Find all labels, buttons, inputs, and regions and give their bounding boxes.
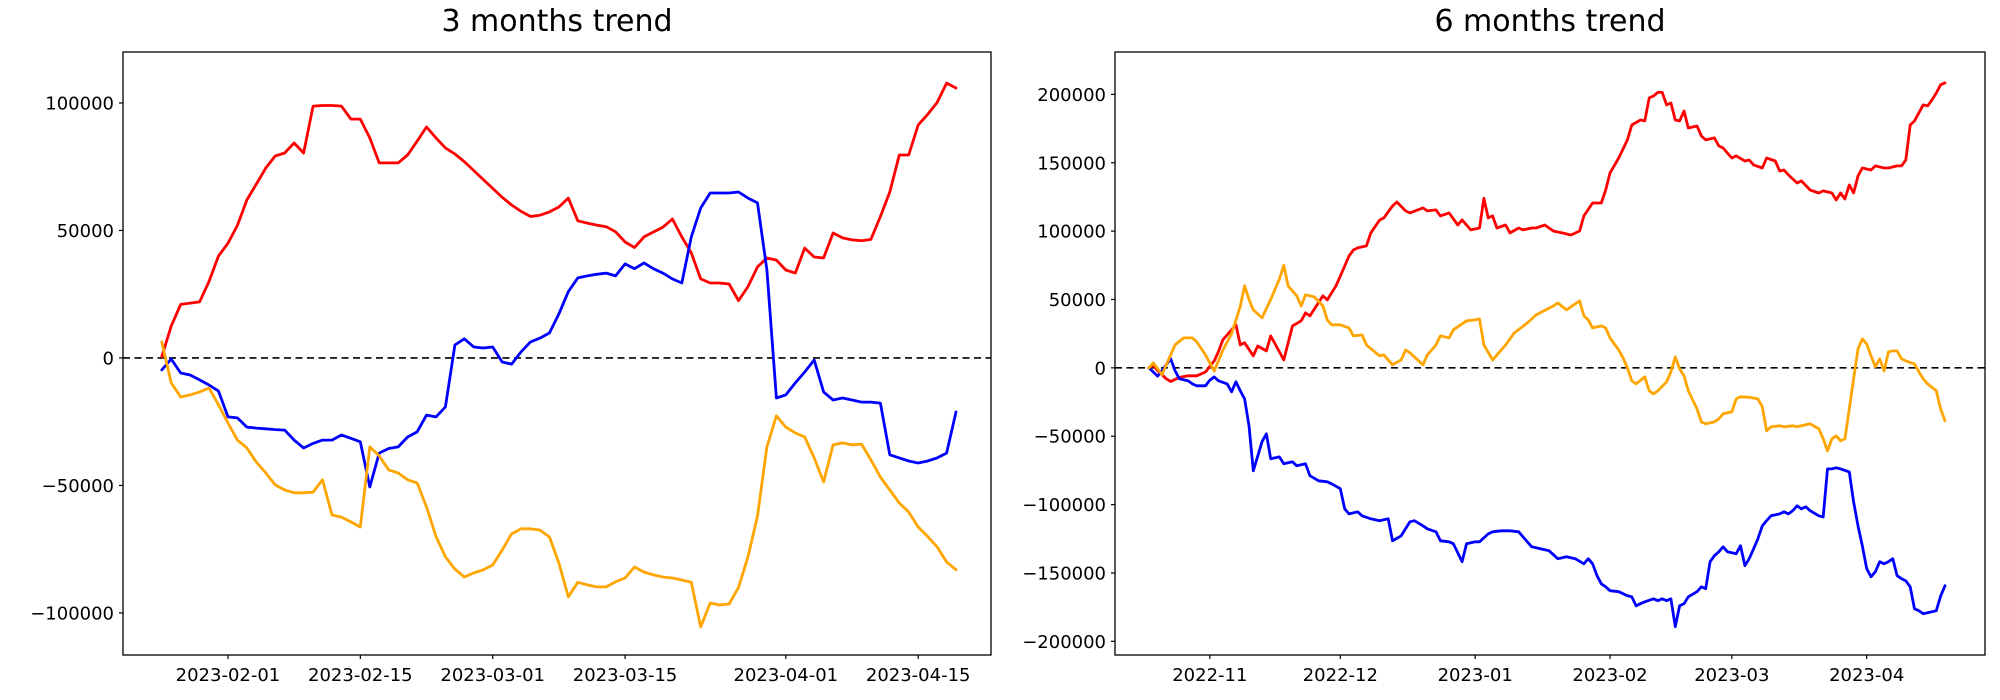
y-tick-label: −100000 [1022,495,1106,516]
x-tick-label: 2023-04-01 [734,665,839,686]
x-tick-label: 2023-01 [1438,665,1513,686]
y-tick-label: 100000 [1037,222,1106,243]
chart-title-6-months: 6 months trend [1434,4,1666,39]
series-blue-line [160,190,958,489]
y-tick-label: 150000 [1037,153,1106,174]
series-blue-line [1147,357,1947,629]
x-tick-label: 2023-02-15 [308,665,413,686]
y-tick-label: −100000 [30,603,114,624]
x-tick-label: 2022-12 [1303,665,1378,686]
y-tick-label: 0 [103,348,114,369]
plot-3-months-trend: −100000 −50000 0 50000 100000 2023-02-01 2023-… [30,51,992,686]
chart-6-months-trend: 6 months trend −200000 −150000 −100000 −500… [1000,0,2000,700]
x-tick-label: 2023-03-01 [440,665,545,686]
plot-border [122,51,992,656]
y-tick-label: −50000 [1034,427,1106,448]
y-tick-label: −200000 [1022,632,1106,653]
y-tick-label: 0 [1095,358,1106,379]
chart-title-3-months: 3 months trend [441,4,673,39]
y-tick-label: 200000 [1037,85,1106,106]
y-tick-label: 50000 [57,221,114,242]
x-tick-label: 2023-02 [1572,665,1647,686]
x-tick-label: 2023-03-15 [573,665,678,686]
series-orange-line [1147,263,1947,453]
series-red-line [1147,81,1947,383]
y-tick-label: 100000 [45,93,114,114]
plot-border [1114,51,1986,656]
y-tick-label: −150000 [1022,563,1106,584]
series-red-line [160,81,958,359]
chart-3-months-trend: 3 months trend −100000 −50000 0 50000 100000… [30,4,992,686]
x-tick-label: 2023-03 [1694,665,1769,686]
x-tick-label: 2023-02-01 [176,665,281,686]
series-orange-line [160,340,958,629]
y-tick-label: −50000 [42,476,114,497]
plot-6-months-trend: −200000 −150000 −100000 −50000 0 50000 100000 1… [1022,51,1986,686]
y-tick-label: 50000 [1049,290,1106,311]
x-tick-label: 2023-04-15 [866,665,971,686]
x-tick-label: 2023-04 [1829,665,1904,686]
x-tick-label: 2022-11 [1172,665,1247,686]
